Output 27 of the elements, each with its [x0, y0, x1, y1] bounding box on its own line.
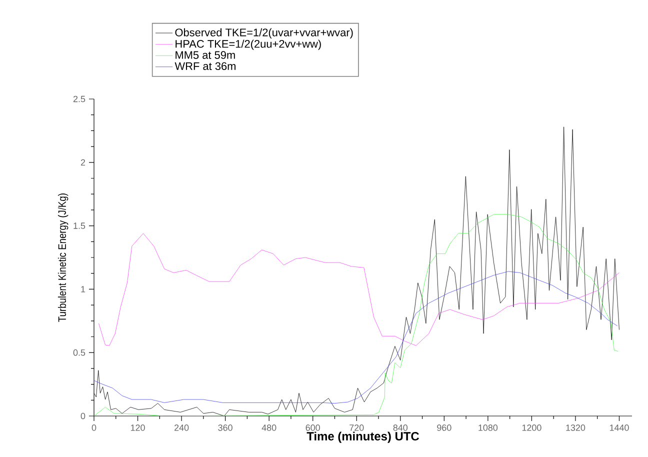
y-axis-title: Turbulent Kinetic Energy (J/Kg): [58, 194, 68, 322]
x-tick-label: 600: [306, 424, 320, 431]
x-tick-label: 0: [92, 424, 96, 431]
y-tick-label: 1.5: [74, 222, 86, 229]
legend-label: WRF at 36m: [174, 62, 236, 70]
line-series: [98, 233, 620, 346]
x-tick-label: 1080: [478, 424, 498, 431]
x-tick-label: 840: [393, 424, 408, 431]
y-tick-label: 0: [80, 412, 86, 420]
legend-label: Observed TKE=1/2(uvar+vvar+wvar): [175, 28, 353, 38]
x-tick-label: 720: [350, 424, 364, 431]
y-tick-label: 1: [81, 286, 86, 292]
x-tick-label: 960: [437, 424, 452, 431]
x-tick-label: 480: [262, 424, 276, 431]
legend-label: MM5 at 59m: [176, 51, 235, 59]
y-tick-label: 0.5: [73, 349, 86, 356]
line-series: [94, 214, 618, 416]
x-axis-title: Time (minutes) UTC: [306, 432, 420, 443]
y-tick-label: 2: [80, 159, 86, 166]
legend-label: HPAC TKE=1/2(2uu+2vv+ww): [176, 40, 321, 50]
x-tick-label: 1440: [610, 424, 629, 431]
y-tick-label: 2.5: [73, 96, 86, 102]
x-tick-label: 360: [218, 424, 232, 431]
x-tick-label: 1320: [566, 424, 586, 431]
x-tick-label: 1200: [522, 424, 542, 431]
x-tick-label: 120: [130, 424, 145, 431]
x-tick-label: 240: [174, 424, 189, 431]
